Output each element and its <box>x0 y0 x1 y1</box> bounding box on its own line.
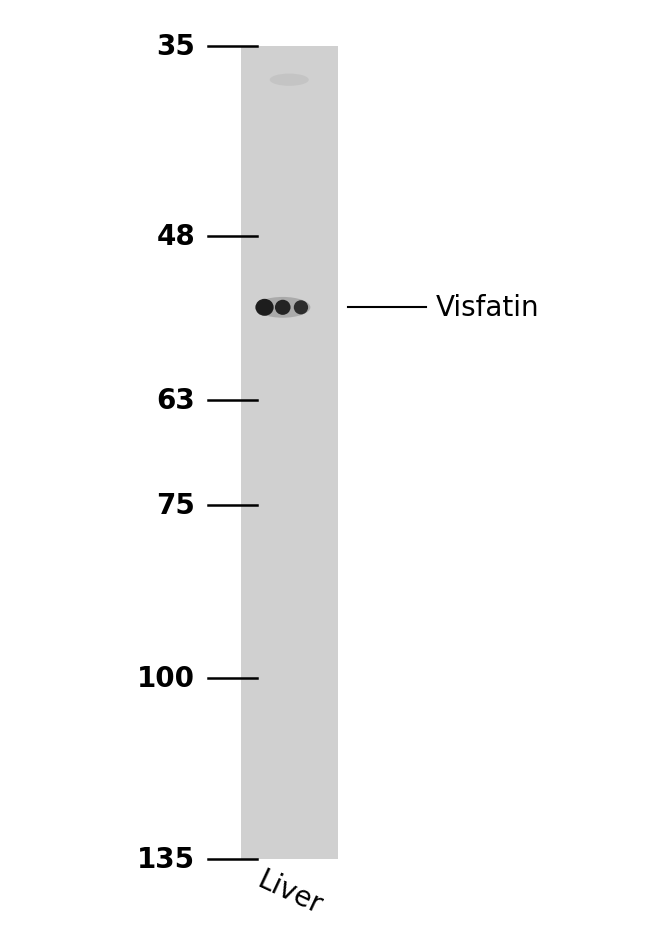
Bar <box>240 47 338 859</box>
Text: Visfatin: Visfatin <box>436 294 539 322</box>
Text: 75: 75 <box>156 492 195 519</box>
Ellipse shape <box>270 75 309 87</box>
Text: Liver: Liver <box>252 865 326 919</box>
Text: 100: 100 <box>137 665 195 693</box>
Ellipse shape <box>255 297 311 318</box>
Ellipse shape <box>255 299 274 316</box>
Text: 135: 135 <box>137 845 195 873</box>
Text: 63: 63 <box>156 387 195 414</box>
Ellipse shape <box>294 301 308 315</box>
Ellipse shape <box>275 300 291 315</box>
Text: 35: 35 <box>156 33 195 61</box>
Text: 48: 48 <box>156 223 195 251</box>
